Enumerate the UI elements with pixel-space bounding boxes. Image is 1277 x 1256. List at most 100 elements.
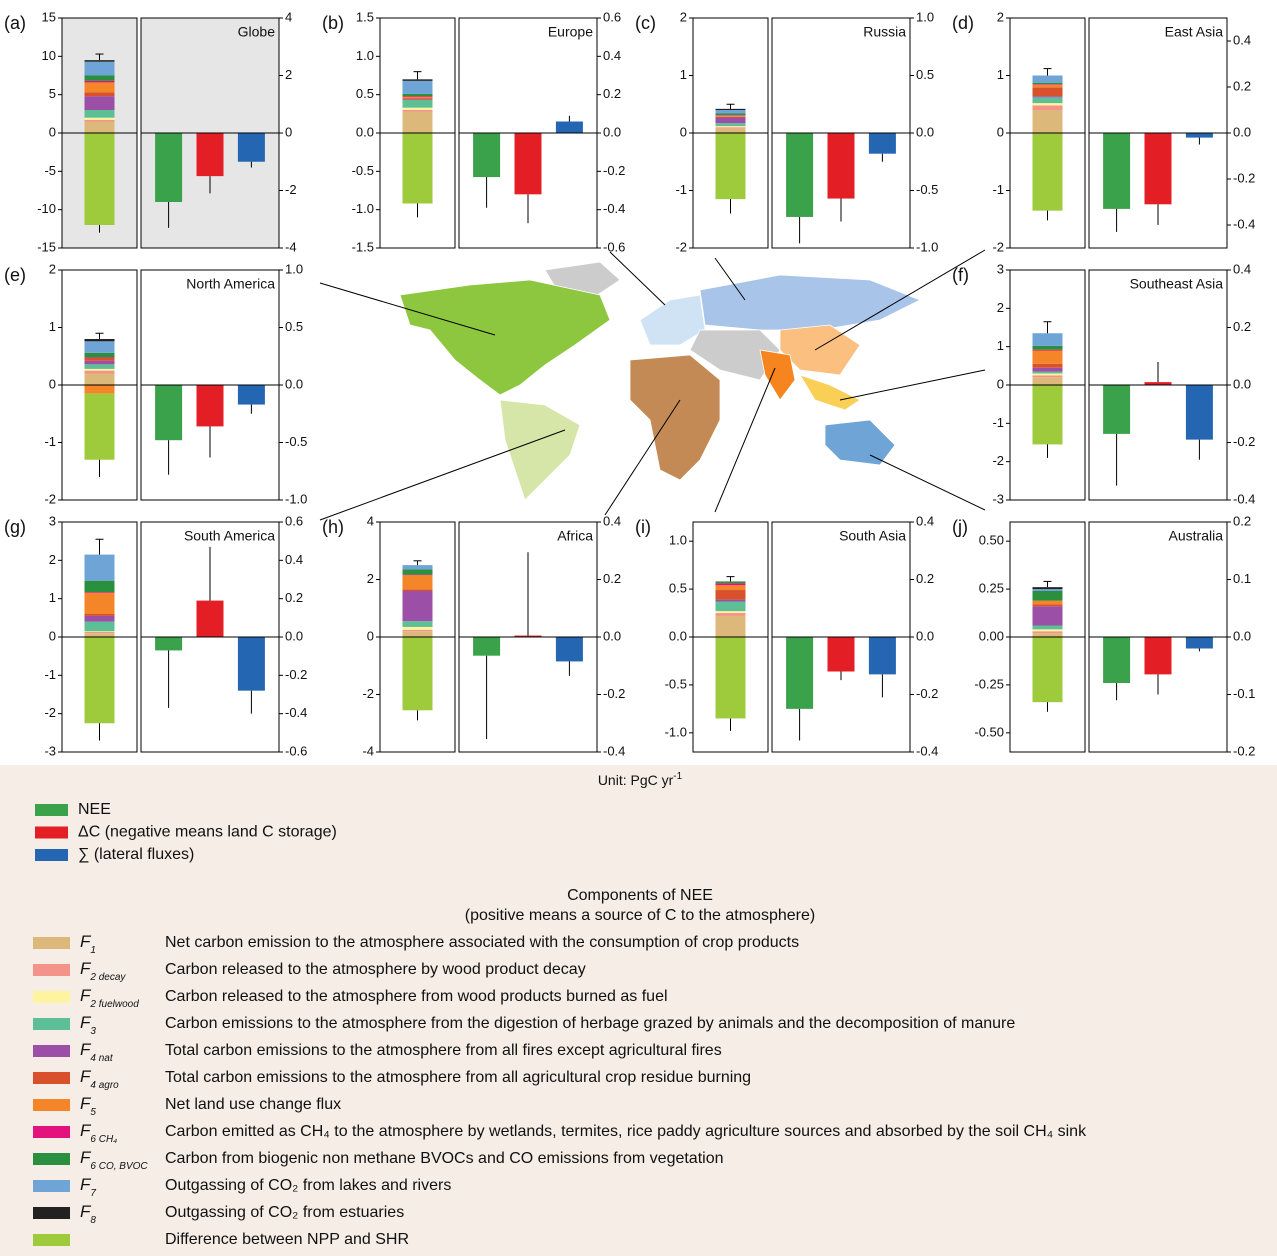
stack-segment xyxy=(84,357,115,358)
flux-bar xyxy=(1103,637,1131,683)
flux-bar xyxy=(155,385,183,441)
y-tick-label: 1 xyxy=(49,319,56,334)
stack-segment xyxy=(1032,84,1063,88)
y2-tick-label: -1.0 xyxy=(285,491,307,506)
region-africa xyxy=(629,354,721,481)
stack-segment xyxy=(402,100,433,108)
y2-tick-label: -0.2 xyxy=(1233,434,1255,449)
panel-title: South Asia xyxy=(839,528,906,544)
panel-label: (e) xyxy=(4,265,26,285)
flux-bar xyxy=(237,133,265,162)
y-tick-label: -0.5 xyxy=(352,163,374,178)
symbol: F xyxy=(80,959,92,978)
leader-line xyxy=(839,369,986,401)
y2-tick-label: 1.0 xyxy=(285,261,303,276)
symbol-sub: 2 fuelwood xyxy=(89,999,139,1010)
y2-tick-label: 1.0 xyxy=(916,9,934,24)
panel-label: (c) xyxy=(635,13,656,33)
y2-tick-label: -0.4 xyxy=(916,743,938,758)
stack-segment xyxy=(84,61,115,76)
flux-bar xyxy=(1103,133,1131,209)
y-tick-label: -1.0 xyxy=(352,201,374,216)
flux-bar xyxy=(514,133,542,195)
component-symbol: F2 fuelwood xyxy=(80,986,139,1009)
stack-segment xyxy=(84,631,115,633)
flux-bar xyxy=(1185,385,1213,440)
y-tick-label: -2 xyxy=(992,453,1004,468)
panel-label: (d) xyxy=(952,13,974,33)
symbol: F xyxy=(80,1148,92,1167)
symbol: F xyxy=(80,1121,92,1140)
y2-tick-label: 0 xyxy=(285,124,292,139)
legend-swatch xyxy=(33,1207,70,1219)
y2-tick-label: 0.2 xyxy=(1233,513,1251,528)
flux-bar xyxy=(827,133,855,199)
y2-tick-label: 2 xyxy=(285,67,292,82)
component-description: Difference between NPP and SHR xyxy=(165,1231,409,1248)
panel-label: (i) xyxy=(635,517,651,537)
flux-bar xyxy=(237,637,265,691)
y-tick-label: 5 xyxy=(49,86,56,101)
stack-segment xyxy=(84,75,115,81)
y-tick-label: 1 xyxy=(997,338,1004,353)
stack-segment xyxy=(715,133,746,200)
stack-segment xyxy=(1032,105,1063,110)
y2-tick-label: -0.2 xyxy=(603,163,625,178)
stack-segment xyxy=(402,96,433,97)
leader-line xyxy=(714,367,776,513)
stack-segment xyxy=(84,632,115,634)
y-tick-label: 2 xyxy=(49,552,56,567)
stack-segment xyxy=(84,614,115,616)
y2-tick-label: 0.4 xyxy=(603,48,621,63)
y-tick-label: -2 xyxy=(992,239,1004,254)
flux-bar xyxy=(473,133,501,178)
y2-tick-label: 0.0 xyxy=(916,124,934,139)
stack-segment xyxy=(402,637,433,711)
stack-segment xyxy=(1032,350,1063,364)
legend-swatch xyxy=(33,1018,70,1030)
stack-segment xyxy=(84,92,115,97)
y2-tick-label: -0.5 xyxy=(916,182,938,197)
components-title: Components of NEE xyxy=(567,887,713,904)
y-tick-label: 0 xyxy=(49,628,56,643)
stack-segment xyxy=(1032,103,1063,106)
symbol: F xyxy=(80,986,92,1005)
legend-swatch xyxy=(35,804,68,816)
stack-segment xyxy=(715,115,746,117)
leader-line xyxy=(319,282,496,336)
component-symbol: F3 xyxy=(80,1013,96,1036)
flux-bar xyxy=(1144,637,1172,675)
y-tick-label: -1 xyxy=(675,182,687,197)
stack-segment xyxy=(1032,604,1063,607)
y-tick-label: -0.5 xyxy=(665,676,687,691)
flux-bar xyxy=(196,133,224,177)
component-symbol: F8 xyxy=(80,1202,96,1225)
y2-tick-label: -0.2 xyxy=(916,686,938,701)
stack-segment xyxy=(402,133,433,204)
flux-bar xyxy=(237,385,265,405)
legend-background xyxy=(0,765,1277,1256)
leader-lines xyxy=(319,249,986,521)
y-tick-label: -1.0 xyxy=(665,724,687,739)
stack-segment xyxy=(84,357,115,361)
stack-segment xyxy=(1032,84,1063,85)
stack-segment xyxy=(84,339,115,342)
component-description: Net land use change flux xyxy=(165,1096,341,1113)
y2-tick-label: 0.6 xyxy=(603,9,621,24)
component-symbol: F6 CH₄ xyxy=(80,1121,117,1144)
flux-bar xyxy=(155,133,183,202)
y2-tick-label: 0.5 xyxy=(285,319,303,334)
y2-tick-label: -0.5 xyxy=(285,434,307,449)
stack-segment xyxy=(402,629,433,632)
stack-segment xyxy=(402,631,433,637)
panel-label: (b) xyxy=(322,13,344,33)
y-tick-label: 0.5 xyxy=(669,581,687,596)
symbol-sub: 7 xyxy=(90,1188,96,1199)
component-description: Carbon emissions to the atmosphere from … xyxy=(165,1015,1015,1032)
stack-segment xyxy=(84,341,115,353)
flux-bar xyxy=(786,637,814,709)
legend-label: ΔC (negative means land C storage) xyxy=(78,824,337,841)
y-tick-label: 2 xyxy=(680,9,687,24)
leader-line xyxy=(869,454,986,511)
